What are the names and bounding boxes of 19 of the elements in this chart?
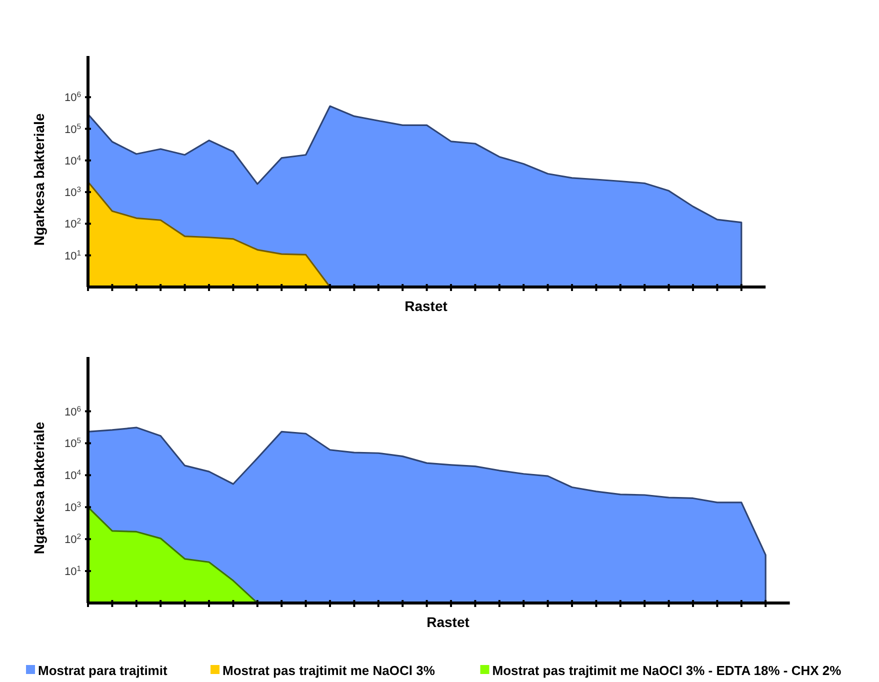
y-tick-label: 10$^{3}$ [64,184,81,200]
x-axis-title: Rastet [426,614,470,630]
legend-label: Mostrat para trajtimit [38,663,168,678]
y-tick-label: 10$^{5}$ [64,121,81,136]
y-tick-label: 10$^{6}$ [64,90,81,104]
legend-label: Mostrat pas trajtimit me NaOCl 3% - EDTA 18% - CHX 2% [492,663,842,678]
y-tick-label: 10$^{2}$ [64,532,81,546]
y-tick-label: 10$^{4}$ [64,468,82,482]
y-tick-label: 10$^{1}$ [64,564,81,578]
y-tick-label: 10$^{2}$ [64,216,81,231]
y-tick-label: 10$^{4}$ [64,152,82,168]
y-tick-label: 10$^{1}$ [64,248,81,262]
y-axis-title: Ngarkesa bakteriale [31,113,47,246]
legend-label: Mostrat pas trajtimit me NaOCl 3% [222,663,436,678]
y-tick-label: 10$^{5}$ [64,436,81,450]
y-axis-title: Ngarkesa bakteriale [31,422,47,554]
x-axis-title: Rastet [404,298,448,314]
y-tick-label: 10$^{3}$ [64,500,81,514]
y-tick-label: 10$^{6}$ [64,404,81,418]
